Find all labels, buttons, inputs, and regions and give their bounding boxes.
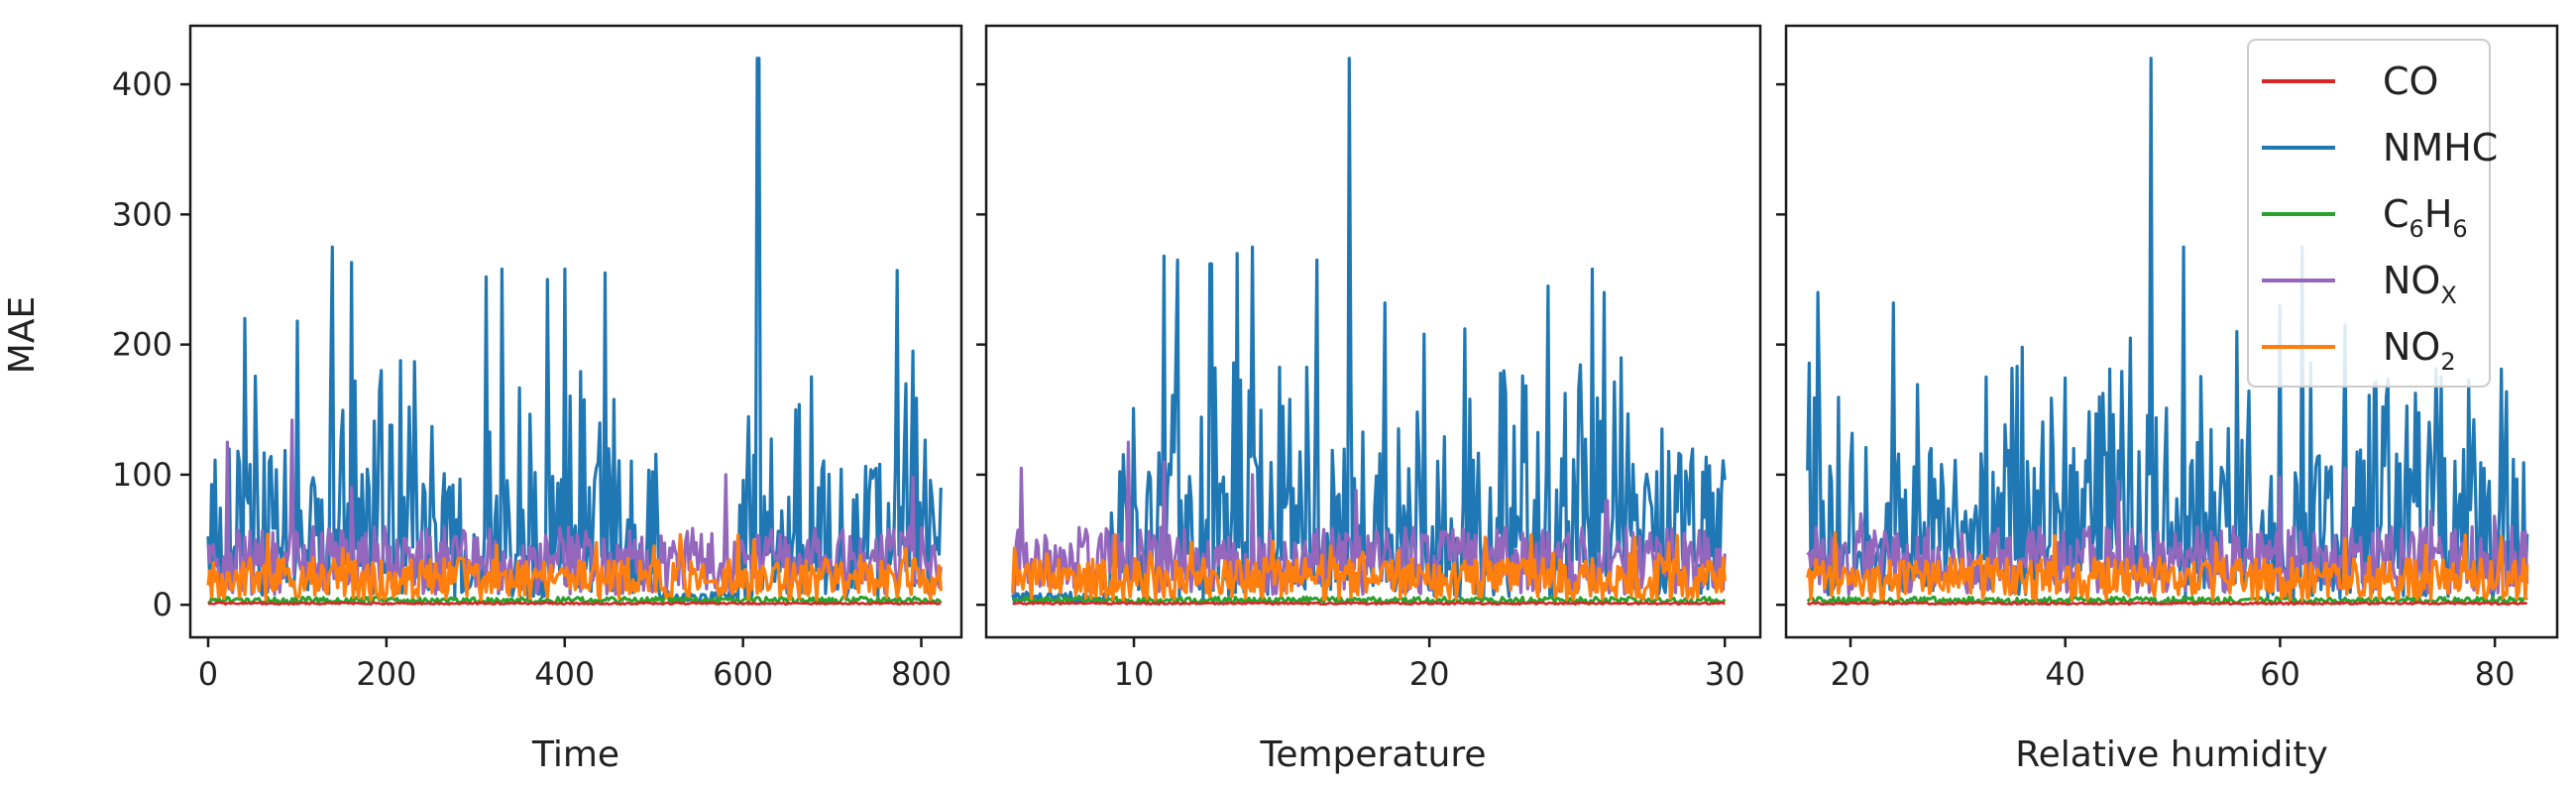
series-line-c6h6 [207, 595, 943, 606]
y-axis-label: MAE [2, 296, 43, 374]
legend-item-nox: NOX [2262, 259, 2457, 309]
series-line-nox [1011, 440, 1727, 597]
panel-2-series [1011, 56, 1727, 607]
panel-1: 0 100 200 300 400 0 200 400 600 800 Time [112, 24, 963, 775]
legend-label: C6H6 [2383, 192, 2468, 243]
legend-label: CO [2383, 59, 2438, 103]
series-line-co [207, 601, 942, 607]
series-line-c6h6 [1011, 595, 1727, 606]
series-line-co [1012, 601, 1726, 607]
x-tick-label: 800 [891, 655, 952, 693]
x-tick-label: 80 [2475, 655, 2516, 693]
x-axis-label: Time [531, 734, 619, 775]
x-tick-label: 60 [2260, 655, 2300, 693]
series-line-no2 [1806, 531, 2529, 602]
y-tick-label: 200 [112, 326, 172, 364]
panel-3-frame [1784, 24, 2559, 639]
y-tick-label: 400 [112, 65, 172, 103]
series-line-no2 [206, 532, 943, 602]
x-tick-label: 30 [1705, 655, 1745, 693]
series-line-nmhc [206, 56, 943, 604]
panel-2: 10 20 30 Temperature [976, 24, 1762, 775]
legend-item-c6h6: C6H6 [2262, 192, 2468, 243]
y-axis-label-group: MAE [2, 296, 43, 374]
y-tick-label: 0 [153, 586, 172, 623]
x-tick-label: 10 [1114, 655, 1155, 693]
legend-label: NOX [2383, 259, 2457, 309]
x-tick-label: 600 [713, 655, 773, 693]
panel-3-series [1806, 56, 2529, 607]
panel-1-frame [188, 24, 963, 639]
x-tick-label: 20 [1831, 655, 1871, 693]
series-line-no2 [1011, 532, 1727, 602]
x-tick-label: 200 [356, 655, 416, 693]
legend-item-nmhc: NMHC [2262, 126, 2498, 169]
x-tick-label: 400 [534, 655, 595, 693]
panel-3: 20 40 60 80 Relative humidity [1776, 24, 2559, 775]
x-tick-label: 20 [1409, 655, 1450, 693]
y-tick-label: 100 [112, 456, 172, 494]
legend-item-no2: NO2 [2262, 325, 2456, 376]
y-tick-label: 300 [112, 195, 172, 233]
legend-item-co: CO [2262, 59, 2438, 103]
legend-box [2247, 39, 2491, 388]
series-line-co [1806, 601, 2527, 607]
x-tick-label: 40 [2045, 655, 2085, 693]
panel-1-series [206, 56, 943, 607]
plots-layer: 0 100 200 300 400 0 200 400 600 800 Time 10 20 30 Temp… [112, 24, 2559, 775]
x-axis-label: Temperature [1259, 734, 1486, 775]
x-axis-label: Relative humidity [2015, 734, 2328, 775]
x-tick-label: 0 [198, 655, 218, 693]
legend-label: NO2 [2383, 325, 2456, 376]
series-line-nox [206, 418, 943, 597]
legend: CO NMHC C6H6 NOX NO2 [2247, 39, 2498, 388]
panel-2-frame [984, 24, 1762, 639]
series-line-nmhc [1011, 56, 1727, 605]
series-line-c6h6 [1806, 595, 2528, 606]
legend-label: NMHC [2383, 126, 2498, 169]
